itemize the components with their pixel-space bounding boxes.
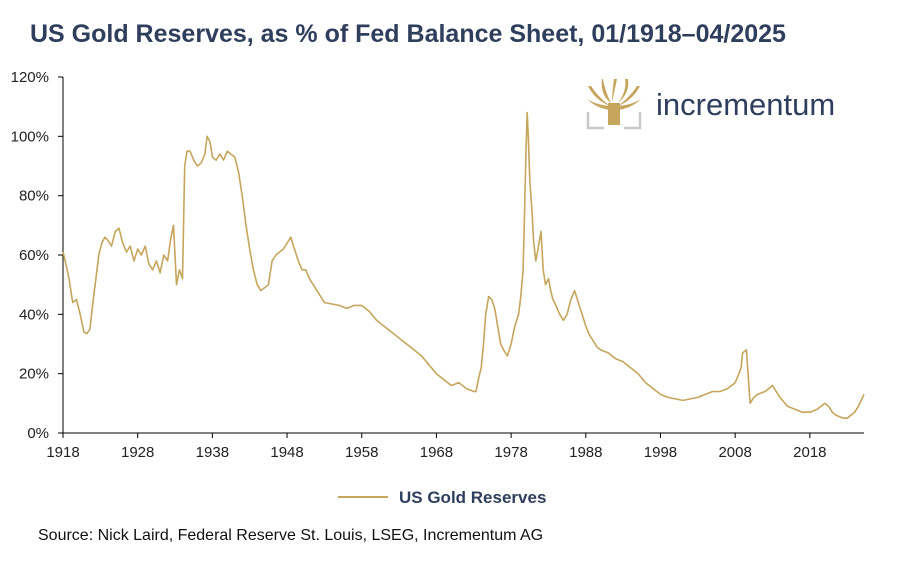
x-tick-label: 1938 (196, 444, 229, 461)
series-layer (62, 111, 865, 420)
x-tick-label: 1928 (121, 444, 154, 461)
y-tick-label: 100% (11, 128, 49, 145)
x-tick-label: 1958 (345, 444, 378, 461)
x-tick-label: 1988 (569, 444, 602, 461)
series-line-us-gold-reserves (62, 111, 865, 420)
y-tick-label: 80% (19, 188, 49, 205)
y-tick-label: 20% (19, 366, 49, 383)
legend-label-us-gold-reserves: US Gold Reserves (399, 488, 546, 507)
y-tick-label: 120% (11, 69, 49, 86)
brand-name: incrementum (656, 87, 835, 122)
legend: US Gold Reserves (338, 488, 546, 507)
y-tick-label: 40% (19, 306, 49, 323)
x-tick-label: 2008 (718, 444, 751, 461)
y-tick-label: 0% (27, 425, 49, 442)
x-tick-label: 1968 (420, 444, 453, 461)
x-tick-label: 2018 (793, 444, 826, 461)
x-tick-label: 1918 (46, 444, 79, 461)
y-tick-label: 60% (19, 247, 49, 264)
y-axis: 0% 20% 40% 60% 80% 100% 120% (11, 69, 64, 442)
x-tick-label: 1948 (270, 444, 303, 461)
source-note: Source: Nick Laird, Federal Reserve St. … (38, 527, 544, 544)
brand-logo: incrementum (586, 79, 835, 130)
tree-logo-icon (586, 79, 642, 130)
chart-title: US Gold Reserves, as % of Fed Balance Sh… (30, 20, 786, 48)
x-tick-label: 1998 (644, 444, 677, 461)
x-tick-label: 1978 (494, 444, 527, 461)
x-axis: 1918 1928 1938 1948 1958 1968 1978 1988 1998 2008… (46, 432, 864, 461)
